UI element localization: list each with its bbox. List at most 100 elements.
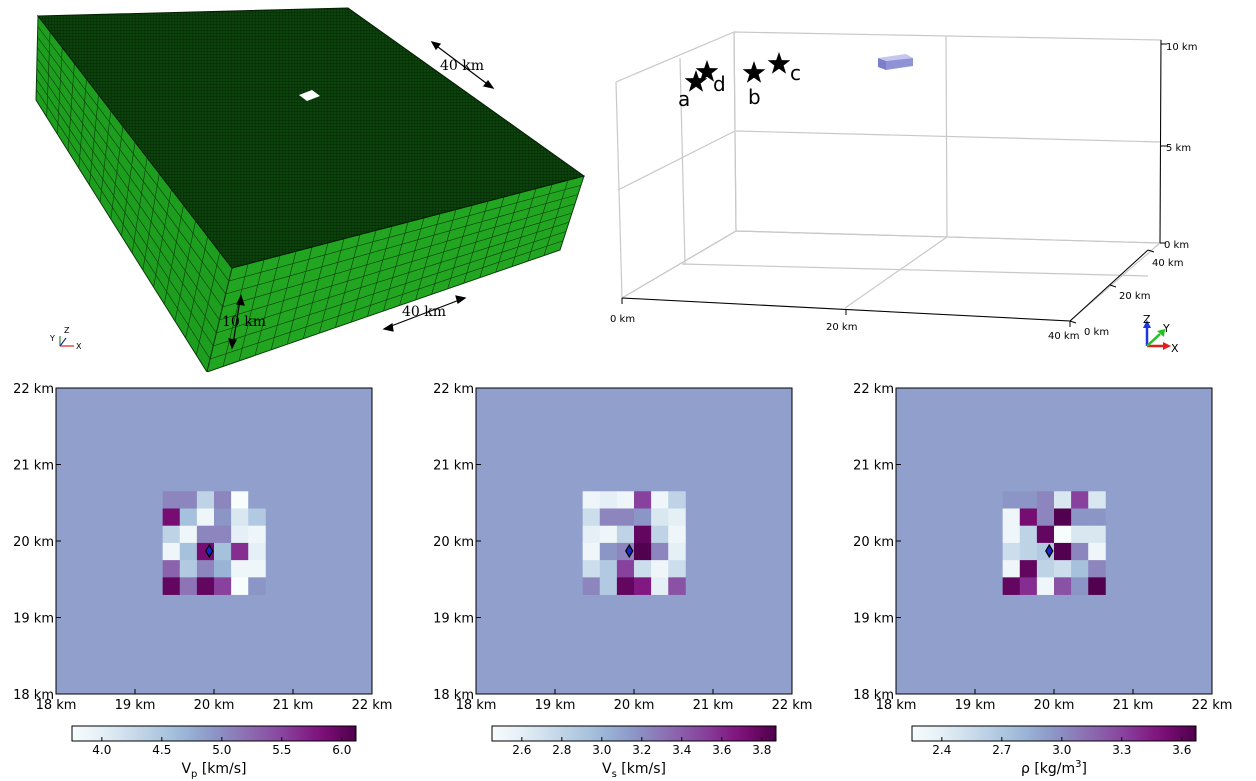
vs-colorbar-tick-label: 3.8 xyxy=(752,743,771,757)
vs-grid-cell xyxy=(651,525,669,544)
station-label-a: a xyxy=(678,87,690,111)
mesh-top-hole xyxy=(299,90,320,101)
rho-grid-cell xyxy=(1054,491,1072,509)
vs-x-tick-label: 20 km xyxy=(614,698,655,713)
vp-map-panel: 18 km 19 km 20 km 21 km 22 km 22 km 21 km 20 km… xyxy=(0,372,420,781)
vp-grid-cell xyxy=(196,491,215,509)
vp-station-marker xyxy=(205,543,214,559)
rho-colorbar-label: ρ [kg/m3] xyxy=(1021,759,1087,777)
vp-grid-cell xyxy=(248,525,266,544)
vp-grid-cell xyxy=(231,525,249,544)
vs-y-tick-label: 18 km xyxy=(433,688,474,703)
rho-grid-cell xyxy=(1088,508,1106,527)
vp-grid-cell xyxy=(162,525,181,544)
vp-grid-cell xyxy=(214,577,232,595)
vs-grid-cell xyxy=(634,508,652,527)
vp-grid-cell xyxy=(214,542,232,561)
rho-grid-cell xyxy=(1054,577,1072,595)
vp-grid-cell xyxy=(179,491,198,509)
rho-x-tick-label: 18 km xyxy=(876,698,917,713)
rho-station-marker xyxy=(1045,543,1054,559)
rho-grid-cell xyxy=(1054,508,1072,527)
station-scene: 10 km 5 km 0 km 0 km 20 km 40 km 0 km 20… xyxy=(600,0,1256,372)
vs-grid-cell xyxy=(634,491,652,509)
vp-grid-cell xyxy=(214,491,232,509)
rho-map-svg: 18 km 19 km 20 km 21 km 22 km 22 km 21 km 20 km… xyxy=(853,382,1233,777)
svg-text:Z: Z xyxy=(64,326,70,335)
vp-grid-cell xyxy=(231,508,249,527)
vp-grid-cell xyxy=(248,491,266,509)
vs-colorbar-tick-label: 2.6 xyxy=(512,743,531,757)
rho-x-tick-label: 20 km xyxy=(1034,698,1075,713)
scene-y-tick-20: 20 km xyxy=(1119,291,1150,302)
rho-grid-cell xyxy=(1002,542,1021,561)
vs-grid-cell xyxy=(651,508,669,527)
vs-grid-cell xyxy=(616,525,635,544)
rho-grid-cell xyxy=(1054,542,1072,561)
vp-grid-cell xyxy=(248,577,266,595)
mesh-side-grid xyxy=(35,26,582,367)
rho-map-panel: 18 km 19 km 20 km 21 km 22 km 22 km 21 km 20 km… xyxy=(840,372,1256,781)
rho-grid-cell xyxy=(1036,491,1055,509)
dim-label-depth: 10 km xyxy=(222,314,266,330)
vp-grid-cell xyxy=(179,560,198,578)
vp-grid-cell xyxy=(231,560,249,578)
vs-colorbar-label: Vs [km/s] xyxy=(602,761,666,780)
vp-grid-cell xyxy=(179,542,198,561)
rho-grid-cell xyxy=(1019,491,1038,509)
rho-x-tick-label: 19 km xyxy=(955,698,996,713)
vp-grid-cell xyxy=(162,577,181,595)
vs-colorbar-tick-label: 2.8 xyxy=(552,743,571,757)
mesh-svg: 40 km 40 km 10 km Y Z X xyxy=(35,7,586,374)
rho-grid-cell xyxy=(1088,525,1106,544)
vp-grid-cell xyxy=(248,560,266,578)
vs-grid-cell xyxy=(634,577,652,595)
vs-grid-cell xyxy=(634,542,652,561)
vs-y-tick-label: 19 km xyxy=(433,612,474,627)
rho-grid-cell xyxy=(1054,560,1072,578)
vs-grid-cell xyxy=(599,508,618,527)
station-label-b: b xyxy=(748,85,761,109)
vs-grid-cell xyxy=(599,542,618,561)
vp-colorbar-tick-label: 4.0 xyxy=(92,743,111,757)
vp-y-tick-label: 22 km xyxy=(13,382,54,397)
rho-grid-cell xyxy=(1088,577,1106,595)
vp-grid-cell xyxy=(196,560,215,578)
scene-z-axis xyxy=(1159,39,1167,244)
rho-y-tick-label: 19 km xyxy=(853,612,894,627)
vp-grid-cell xyxy=(162,491,181,509)
rho-grid-cell xyxy=(1071,577,1089,595)
rho-grid-cell xyxy=(1019,560,1038,578)
station-star-d xyxy=(695,60,719,82)
vs-x-tick-label: 22 km xyxy=(772,698,813,713)
dim-label-bottom: 40 km xyxy=(402,304,446,320)
rho-grid-cell xyxy=(1019,542,1038,561)
vp-colorbar xyxy=(71,725,357,742)
vp-grid-cell xyxy=(196,525,215,544)
rho-grid-cell xyxy=(1019,577,1038,595)
vs-y-tick-label: 21 km xyxy=(433,459,474,474)
vp-x-tick-label: 20 km xyxy=(194,698,235,713)
vp-grid-cell xyxy=(248,542,266,561)
vs-grid-cell xyxy=(651,560,669,578)
vp-colorbar-tick-label: 5.5 xyxy=(272,743,291,757)
vs-x-tick-label: 19 km xyxy=(535,698,576,713)
vp-grid-cell xyxy=(162,508,181,527)
scene-z-tick-10: 10 km xyxy=(1166,42,1197,53)
rho-grid-cell xyxy=(1071,560,1089,578)
scene-block xyxy=(878,54,913,70)
rho-colorbar-tick-label: 3.0 xyxy=(1052,743,1071,757)
rho-colorbar-tick-label: 2.7 xyxy=(992,743,1011,757)
vp-grid-cell xyxy=(162,560,181,578)
rho-x-tick-label: 22 km xyxy=(1192,698,1233,713)
vp-grid-cell xyxy=(214,560,232,578)
svg-text:Z: Z xyxy=(1143,313,1151,326)
vp-x-tick-label: 19 km xyxy=(115,698,156,713)
vp-grid-cell xyxy=(162,542,181,561)
rho-grid-cell xyxy=(1088,542,1106,561)
vp-colorbar-tick-label: 5.0 xyxy=(212,743,231,757)
vp-grid-cell xyxy=(214,525,232,544)
rho-grid-cell xyxy=(1071,508,1089,527)
scene-y-tick-0: 0 km xyxy=(1084,327,1109,338)
vs-grid-cell xyxy=(599,577,618,595)
